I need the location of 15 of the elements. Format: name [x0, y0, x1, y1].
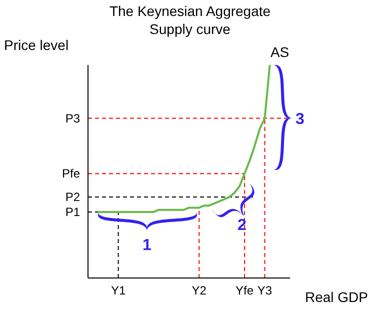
x-tick-label: Yfe: [236, 284, 254, 298]
x-tick-label: Y3: [257, 284, 272, 298]
x-axis-title: Real GDP: [304, 289, 368, 305]
x-tick-label: Y1: [110, 284, 126, 298]
annotation: 1: [142, 237, 152, 254]
ref-line-label: P3: [65, 111, 80, 126]
annotation: 2: [238, 217, 247, 234]
chart-title: The Keynesian Aggregate Supply curve: [109, 3, 271, 37]
ref-line-label: P2: [65, 190, 80, 204]
ref-line-label: Pfe: [62, 166, 80, 181]
y-axis-title: Price level: [4, 37, 69, 53]
text: AS: [270, 44, 290, 60]
x-tick-label: Y2: [192, 284, 207, 298]
text: 3: [296, 111, 305, 128]
ref-line-label: P1: [65, 204, 80, 219]
